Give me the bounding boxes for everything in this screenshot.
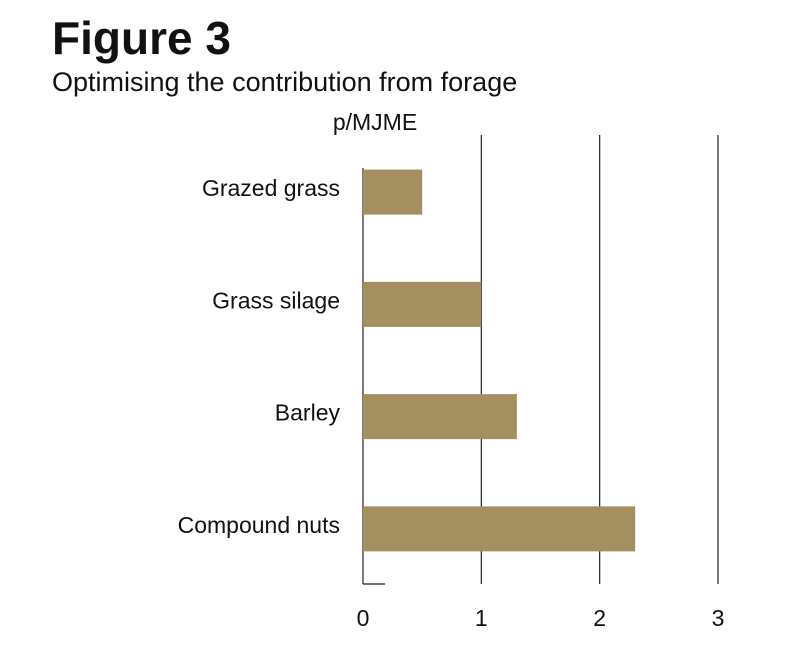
bar: [363, 394, 517, 440]
x-tick-label: 1: [475, 605, 488, 631]
bar: [363, 281, 482, 327]
chart-title: Figure 3: [52, 12, 231, 64]
x-tick-label: 0: [357, 605, 370, 631]
chart-subtitle: Optimising the contribution from forage: [52, 67, 517, 97]
axis-label: p/MJME: [333, 109, 417, 135]
x-tick-label: 3: [712, 605, 725, 631]
y-tick-label: Barley: [275, 400, 341, 426]
bar: [363, 169, 423, 215]
x-tick-label: 2: [593, 605, 606, 631]
y-tick-label: Compound nuts: [178, 512, 340, 538]
bar: [363, 506, 636, 552]
y-tick-label: Grass silage: [212, 287, 340, 313]
y-tick-label: Grazed grass: [202, 175, 340, 201]
